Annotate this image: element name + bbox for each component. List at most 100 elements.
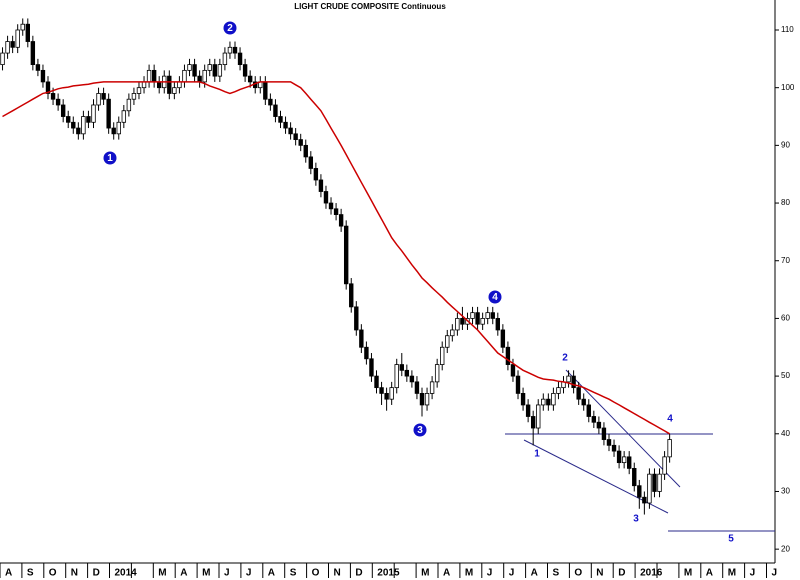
candle-body — [424, 393, 430, 406]
candle-body — [126, 98, 132, 112]
candle-body — [268, 98, 273, 106]
candle-body — [495, 318, 501, 331]
moving-average-line — [2, 81, 670, 435]
x-tick-label: J — [750, 568, 756, 579]
x-tick-label: S — [27, 568, 34, 579]
candle-body — [642, 496, 647, 504]
candle-body — [192, 64, 197, 77]
candle-body — [394, 364, 399, 389]
candle-body — [30, 41, 36, 66]
candle-body — [349, 283, 354, 308]
candle-body — [657, 473, 662, 492]
x-tick-label: M — [421, 568, 429, 579]
candle-body — [480, 318, 485, 325]
y-tick-label: 60 — [781, 314, 790, 323]
candle-body — [409, 375, 415, 383]
candle-body — [308, 156, 314, 169]
candle-body — [505, 346, 511, 365]
y-tick-label: 40 — [781, 429, 790, 438]
candle-body — [182, 69, 187, 83]
candle-body — [500, 329, 506, 348]
candle-body — [136, 87, 142, 94]
x-tick-label: A — [268, 568, 275, 579]
y-tick-label: 100 — [781, 83, 795, 92]
candle-body — [91, 104, 96, 123]
candle-body — [86, 116, 91, 123]
candle-body — [207, 64, 212, 71]
candle-body — [591, 416, 597, 423]
candle-body — [20, 23, 25, 31]
candle-body — [323, 191, 329, 204]
x-tick-label: D — [93, 568, 100, 579]
candle-body — [10, 41, 15, 48]
x-tick-label: A — [180, 568, 187, 579]
candle-body — [217, 64, 223, 77]
candle-body — [343, 225, 349, 285]
candle-body — [222, 52, 228, 66]
candle-body — [25, 23, 30, 42]
x-tick-label: S — [553, 568, 560, 579]
y-tick-label: 90 — [781, 140, 790, 149]
x-tick-label: J — [772, 568, 778, 579]
candle-body — [313, 168, 319, 181]
wave-label: 4 — [492, 292, 498, 303]
x-tick-label: J — [487, 568, 493, 579]
candle-body — [116, 121, 121, 135]
x-tick-label: J — [509, 568, 515, 579]
candle-body — [81, 116, 86, 135]
candle-body — [156, 81, 162, 89]
wave-label: 1 — [534, 449, 540, 460]
candle-body — [288, 127, 293, 135]
candle-body — [611, 444, 617, 452]
wave-marker — [488, 290, 502, 304]
y-tick-label: 80 — [781, 198, 790, 207]
candle-body — [440, 346, 445, 365]
x-tick-label: N — [596, 568, 603, 579]
candle-body — [379, 387, 384, 394]
x-tick-label: A — [706, 568, 713, 579]
candle-body — [298, 139, 303, 146]
candle-body — [485, 312, 490, 319]
candle-body — [359, 329, 364, 348]
x-tick-label: M — [728, 568, 736, 579]
candle-body — [40, 69, 46, 83]
wave-label: 2 — [562, 353, 568, 364]
x-tick-label: J — [224, 568, 230, 579]
candle-body — [121, 110, 127, 123]
candle-body — [546, 398, 551, 406]
candle-body — [283, 121, 288, 129]
candle-body — [450, 329, 455, 337]
candle-body — [627, 456, 632, 469]
candle-body — [111, 127, 116, 135]
x-tick-label: O — [312, 568, 320, 579]
candle-body — [445, 335, 450, 348]
candle-body — [571, 375, 576, 389]
candle-body — [475, 312, 480, 325]
candle-body — [71, 121, 76, 129]
candle-body — [45, 81, 51, 94]
candle-body — [242, 64, 248, 77]
chart-title: LIGHT CRUDE COMPOSITE Continuous — [294, 2, 446, 11]
candle-body — [652, 473, 657, 492]
candle-body — [525, 404, 531, 417]
candle-body — [586, 404, 591, 417]
candle-body — [399, 364, 404, 371]
candle-body — [384, 393, 389, 400]
wave-label: 3 — [417, 425, 423, 436]
candle-body — [338, 214, 344, 227]
candle-body — [419, 393, 425, 406]
candle-body — [632, 467, 637, 487]
candle-body — [429, 381, 435, 394]
candle-body — [510, 364, 516, 377]
candle-body — [278, 116, 283, 123]
candle-body — [227, 46, 233, 54]
y-tick-label: 50 — [781, 371, 790, 380]
wave-label: 1 — [107, 153, 113, 164]
candle-body — [237, 52, 243, 66]
candle-body — [0, 52, 5, 66]
y-tick-label: 110 — [781, 25, 794, 34]
candle-body — [76, 127, 81, 135]
candle-body — [414, 381, 420, 394]
wave-label: 5 — [728, 534, 734, 545]
